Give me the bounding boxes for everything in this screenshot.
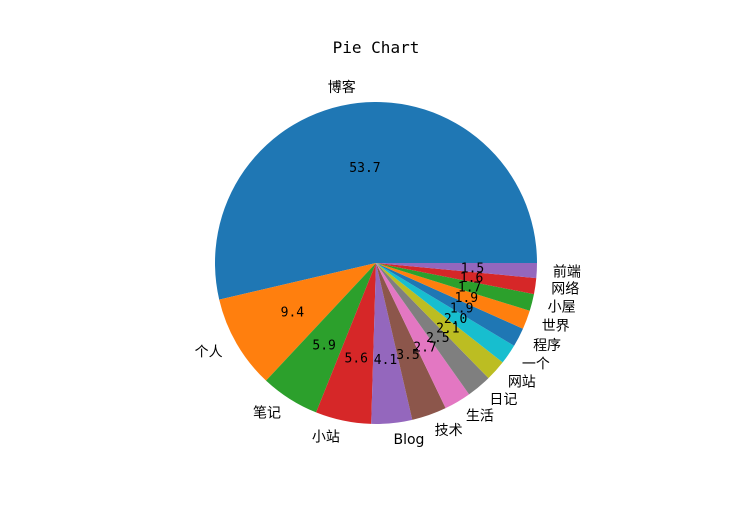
slice-label: 技术 [435, 423, 463, 439]
pie-slice [376, 263, 537, 295]
slice-label: 生活 [466, 409, 494, 425]
pie-slice [376, 263, 489, 395]
pie-slice [376, 263, 470, 409]
slice-label: 前端 [553, 263, 581, 280]
pie-slices [214, 101, 537, 424]
pie-slice [376, 263, 537, 279]
slice-percent-label: 2.5 [426, 331, 449, 346]
slice-percent-label: 5.6 [345, 352, 368, 367]
slice-percent-label: 1.9 [450, 302, 473, 317]
pie-slice [316, 263, 376, 424]
percent-labels: 53.79.45.95.6 4.13.52.72.52.12.01.91.91.7… [281, 161, 485, 368]
pie-slice [219, 263, 376, 381]
slice-percent-label: 2.1 [436, 322, 459, 337]
slice-label: 小屋 [548, 299, 576, 315]
pie-slice [376, 263, 530, 329]
slice-percent-label: 53.7 [349, 161, 380, 176]
slice-label: 世界 [542, 319, 570, 335]
slice-percent-label: 1.5 [461, 262, 484, 277]
slice-label: 网站 [508, 374, 536, 390]
slice-percent-label: 1.6 [460, 271, 483, 286]
slice-label: 一个 [522, 356, 550, 372]
slice-percent-label: 2.0 [444, 312, 467, 327]
slice-percent-label: 3.5 [396, 348, 419, 363]
slice-label: 笔记 [253, 405, 281, 421]
slice-label: Blog [393, 432, 424, 448]
pie-slice [266, 263, 376, 413]
slice-label: 网络 [551, 281, 579, 297]
slice-percent-label: 9.4 [281, 305, 305, 320]
slice-percent-label: 1.9 [455, 291, 478, 306]
slice-percent-label: 2.7 [413, 340, 436, 355]
pie-slice [376, 263, 515, 363]
pie-slice [376, 263, 523, 346]
pie-slice [371, 263, 413, 424]
slice-label: 个人 [195, 345, 223, 361]
chart-title: Pie Chart [333, 38, 420, 57]
slice-label: 程序 [533, 338, 561, 354]
pie-slice [214, 101, 537, 300]
slice-label: 日记 [489, 392, 517, 408]
pie-slice [376, 263, 446, 420]
slice-label: 博客 [328, 79, 356, 96]
slice-percent-label: 1.7 [458, 281, 481, 296]
slice-label: 小站 [312, 429, 340, 445]
slice-percent-label: 5.9 [312, 339, 335, 354]
pie-slice [376, 263, 503, 379]
pie-slice [376, 263, 534, 311]
slice-percent-label: 4.1 [374, 353, 397, 368]
